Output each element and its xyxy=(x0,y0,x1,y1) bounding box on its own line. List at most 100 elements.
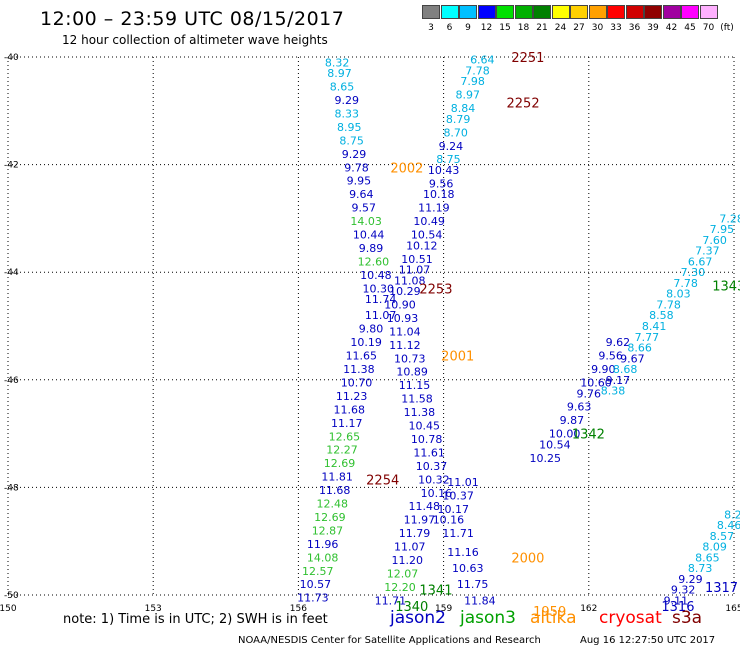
swh-data-label: 9.29 xyxy=(342,148,367,161)
legend-swatch-label: 6 xyxy=(446,23,453,33)
legend-swatch-label: 36 xyxy=(628,23,641,33)
legend-swatch xyxy=(440,5,459,19)
swh-data-label: 11.16 xyxy=(447,546,479,559)
swh-data-label: 10.60 xyxy=(580,376,612,389)
swh-data-label: 11.71 xyxy=(375,594,407,607)
legend-swatch xyxy=(496,5,514,19)
swh-data-label: 10.16 xyxy=(421,487,453,500)
swh-data-label: 10.48 xyxy=(360,269,392,282)
legend-swatch-label: 30 xyxy=(591,23,604,33)
legend-swatch xyxy=(422,5,440,19)
swh-data-label: 11.84 xyxy=(464,594,496,607)
swh-data-label: 10.16 xyxy=(433,514,465,527)
swh-data-label: 14.03 xyxy=(350,215,382,228)
swh-data-label: 10.70 xyxy=(341,376,373,389)
swh-data-label: 11.07 xyxy=(394,541,426,554)
legend-swatch xyxy=(681,5,699,19)
legend-swatch xyxy=(459,5,477,19)
legend-swatch-label: 9 xyxy=(465,23,471,33)
swh-data-label: 12.65 xyxy=(329,430,361,443)
swh-data-label: 11.01 xyxy=(447,476,479,489)
swh-data-label: 11.38 xyxy=(404,406,436,419)
swh-data-label: 9.90 xyxy=(591,363,616,376)
legend-swatch xyxy=(477,5,496,19)
y-tick-label: -48 xyxy=(4,483,19,493)
swh-data-label: 9.32 xyxy=(671,584,696,597)
legend-swatch xyxy=(533,5,551,19)
legend-swatch-label: 27 xyxy=(573,23,585,33)
swh-data-label: 9.67 xyxy=(620,352,645,365)
legend-swatch-label: 3 xyxy=(428,23,434,33)
swh-data-label: 11.38 xyxy=(343,363,375,376)
swh-data-label: 9.29 xyxy=(335,94,360,107)
swh-data-label: 11.15 xyxy=(399,379,431,392)
swh-data-label: 9.76 xyxy=(577,387,602,400)
swh-data-label: 8.95 xyxy=(337,121,362,134)
legend-swatch-label: (ft) xyxy=(720,23,734,33)
y-tick-label: -40 xyxy=(4,53,19,63)
swh-data-label: 10.37 xyxy=(416,460,448,473)
legend-swatch-label: 70 xyxy=(702,23,715,33)
swh-data-label: 11.75 xyxy=(457,578,489,591)
swh-data-label: 12.48 xyxy=(317,498,349,511)
legend-jason2: jason2 xyxy=(390,608,446,628)
x-tick-label: 153 xyxy=(145,604,162,614)
pass-time-label: 1343 xyxy=(712,280,740,295)
swh-data-label: 9.24 xyxy=(439,140,464,153)
legend-jason3: jason3 xyxy=(460,608,516,628)
swh-data-label: 12.60 xyxy=(358,255,390,268)
swh-data-label: 6.67 xyxy=(688,255,713,268)
x-tick-label: 165 xyxy=(725,604,740,614)
swh-data-label: 8.28 xyxy=(724,508,740,521)
swh-data-label: 11.79 xyxy=(399,527,431,540)
pass-time-label: 2001 xyxy=(441,350,474,365)
swh-data-label: 10.73 xyxy=(394,352,426,365)
swh-data-label: 11.73 xyxy=(297,592,329,605)
swh-data-label: 8.41 xyxy=(642,320,667,333)
swh-data-label: 10.19 xyxy=(350,336,382,349)
swh-data-label: 14.08 xyxy=(307,551,339,564)
swh-data-label: 9.95 xyxy=(347,175,372,188)
swh-data-label: 11.19 xyxy=(418,202,450,215)
swh-data-label: 10.54 xyxy=(539,438,571,451)
swh-data-label: 11.07 xyxy=(365,309,397,322)
swh-data-label: 9.87 xyxy=(560,414,585,427)
legend-altika: altika xyxy=(530,608,577,628)
swh-data-label: 7.78 xyxy=(673,277,698,290)
swh-data-label: 10.89 xyxy=(396,366,428,379)
swh-data-label: 11.20 xyxy=(392,554,424,567)
swh-data-label: 10.78 xyxy=(411,433,443,446)
swh-data-label: 10.30 xyxy=(363,282,395,295)
pass-time-label: 1316 xyxy=(661,600,694,615)
pass-time-label: 2002 xyxy=(390,161,423,176)
legend-swatch-label: 15 xyxy=(499,23,511,33)
swh-data-label: 11.17 xyxy=(331,417,363,430)
swh-data-label: 12.87 xyxy=(312,524,344,537)
swh-data-label: 8.97 xyxy=(456,89,481,102)
legend-swatch-label: 33 xyxy=(610,23,622,33)
swh-data-label: 8.33 xyxy=(335,107,360,120)
swh-data-label: 12.69 xyxy=(314,511,346,524)
y-tick-label: -50 xyxy=(4,591,19,601)
pass-time-label: 1342 xyxy=(572,428,605,443)
note-text: note: 1) Time is in UTC; 2) SWH is in fe… xyxy=(63,612,328,627)
swh-data-label: 10.54 xyxy=(411,229,443,242)
timestamp-text: Aug 16 12:27:50 UTC 2017 xyxy=(580,635,716,646)
swh-data-label: 8.84 xyxy=(451,102,476,115)
swh-data-label: 8.57 xyxy=(710,530,735,543)
swh-data-label: 11.68 xyxy=(333,403,365,416)
legend-swatch xyxy=(662,5,681,19)
swh-data-label: 10.49 xyxy=(413,215,445,228)
pass-time-label: 2251 xyxy=(511,51,544,66)
swh-data-label: 9.56 xyxy=(598,350,623,363)
swh-data-label: 10.57 xyxy=(300,578,332,591)
swh-data-label: 11.08 xyxy=(394,274,426,287)
swh-data-label: 8.58 xyxy=(649,309,674,322)
legend-swatch xyxy=(514,5,533,19)
swh-data-label: 8.65 xyxy=(330,81,355,94)
legend-swatch xyxy=(551,5,570,19)
swh-data-label: 9.62 xyxy=(606,336,631,349)
x-tick-label: 156 xyxy=(290,604,307,614)
swh-data-label: 8.46 xyxy=(717,519,740,532)
